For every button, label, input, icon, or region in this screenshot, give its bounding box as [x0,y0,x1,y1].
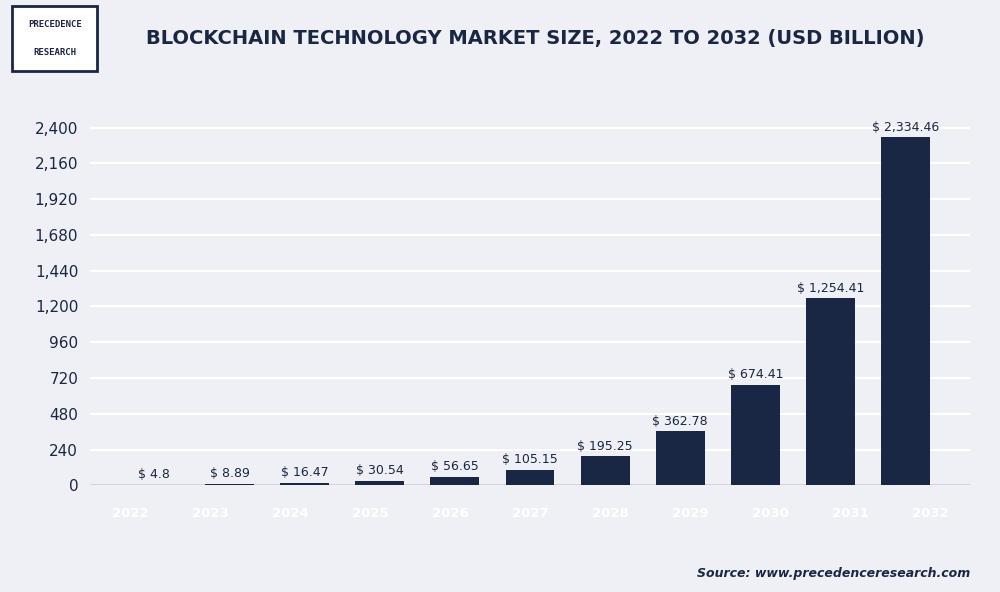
Text: Source: www.precedenceresearch.com: Source: www.precedenceresearch.com [697,567,970,580]
Text: $ 674.41: $ 674.41 [728,368,783,381]
Text: 2026: 2026 [432,507,468,520]
Text: 2029: 2029 [672,507,708,520]
Text: 2030: 2030 [752,507,788,520]
Text: 2025: 2025 [352,507,388,520]
Text: 2024: 2024 [272,507,308,520]
Text: $ 2,334.46: $ 2,334.46 [872,121,939,134]
Text: $ 4.8: $ 4.8 [138,468,170,481]
Text: 2032: 2032 [912,507,948,520]
Text: BLOCKCHAIN TECHNOLOGY MARKET SIZE, 2022 TO 2032 (USD BILLION): BLOCKCHAIN TECHNOLOGY MARKET SIZE, 2022 … [146,29,924,48]
Bar [731,385,780,485]
Text: 2023: 2023 [192,507,228,520]
Text: 2022: 2022 [112,507,148,520]
Text: 2028: 2028 [592,507,628,520]
Text: 2031: 2031 [832,507,868,520]
Bar [205,484,254,485]
Text: $ 16.47: $ 16.47 [281,466,328,480]
Bar [581,456,630,485]
Text: $ 195.25: $ 195.25 [577,440,633,453]
Text: $ 105.15: $ 105.15 [502,453,558,466]
Bar [280,483,329,485]
Bar [355,481,404,485]
FancyBboxPatch shape [12,6,97,71]
Bar [506,470,554,485]
Text: PRECEDENCE: PRECEDENCE [28,20,82,29]
Text: $ 1,254.41: $ 1,254.41 [797,282,864,295]
Bar [430,477,479,485]
Text: $ 56.65: $ 56.65 [431,460,479,473]
Text: $ 362.78: $ 362.78 [652,414,708,427]
Bar [806,298,855,485]
Text: $ 30.54: $ 30.54 [356,464,404,477]
Text: $ 8.89: $ 8.89 [210,468,249,480]
Bar [656,432,705,485]
Text: 2027: 2027 [512,507,548,520]
Bar [881,137,930,485]
Text: RESEARCH: RESEARCH [34,48,76,57]
